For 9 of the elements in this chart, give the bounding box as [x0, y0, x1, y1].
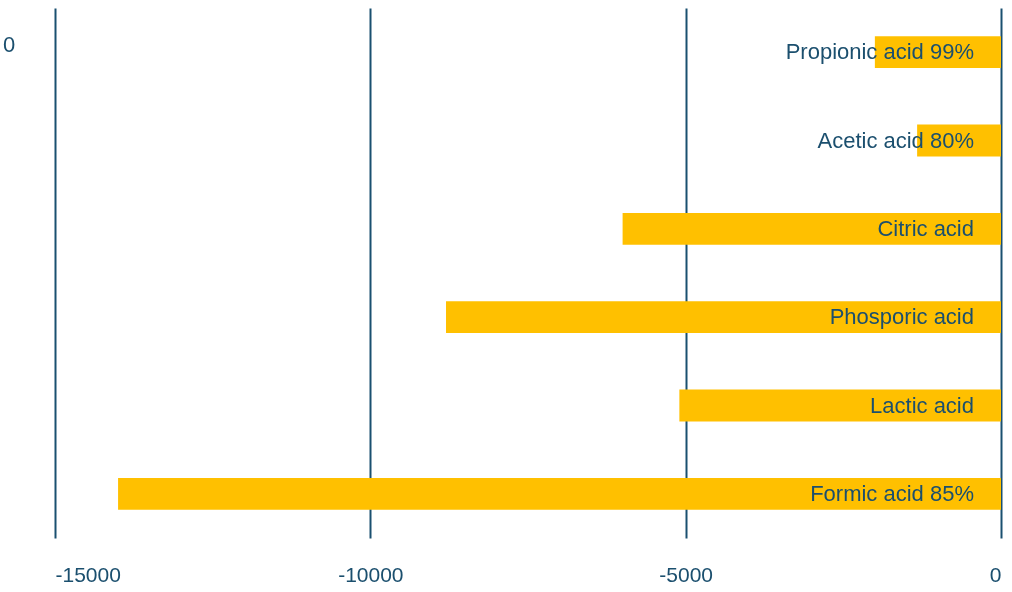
x-tick-label: 0	[989, 562, 1002, 586]
y-tick-label: Phosporic acid	[829, 304, 974, 330]
x-tick-label: -5000	[659, 562, 714, 586]
y-tick-label: Lactic acid	[870, 392, 974, 418]
x-tick-label: -10000	[338, 562, 404, 586]
text: 0	[3, 32, 16, 57]
y-tick-label: Formic acid 85%	[810, 480, 974, 506]
y-tick-label: Citric acid	[877, 215, 974, 241]
x-tick-label: -15000	[55, 562, 121, 586]
